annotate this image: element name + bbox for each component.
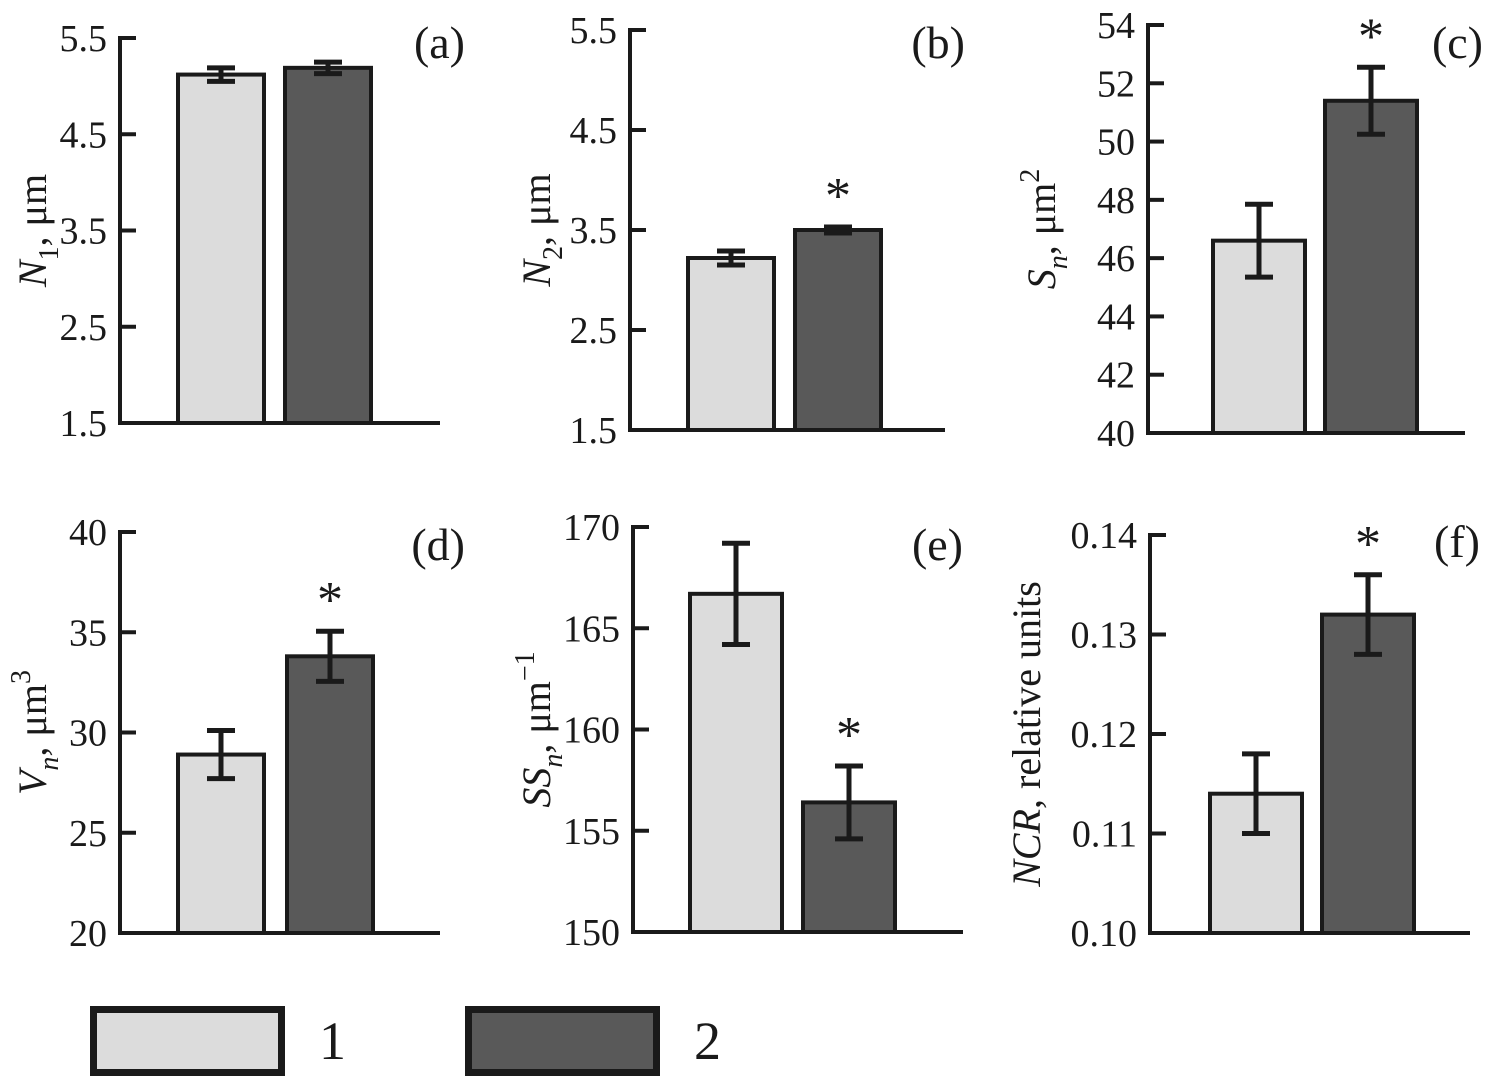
significance-asterisk: * xyxy=(825,168,851,225)
bar-chart-panel-a: 1.5 2.5 3.5 4.5 5.5 (a) N1, μm xyxy=(10,17,465,445)
svg-text:20: 20 xyxy=(69,913,107,955)
svg-text:3.5: 3.5 xyxy=(570,210,618,252)
panel-letter: (b) xyxy=(911,17,965,68)
svg-text:35: 35 xyxy=(69,612,107,654)
svg-text:5.5: 5.5 xyxy=(60,18,108,60)
legend-swatch-group1 xyxy=(90,1006,285,1076)
svg-text:160: 160 xyxy=(563,710,620,752)
svg-text:150: 150 xyxy=(563,912,620,954)
svg-text:0.13: 0.13 xyxy=(1071,615,1138,657)
significance-asterisk: * xyxy=(317,572,343,629)
y-axis-label: N2, μm xyxy=(514,173,569,287)
svg-text:42: 42 xyxy=(1097,355,1135,397)
svg-text:3.5: 3.5 xyxy=(60,211,108,253)
svg-text:0.11: 0.11 xyxy=(1072,814,1137,856)
significance-asterisk: * xyxy=(1355,516,1381,573)
bar-chart-panel-f: 0.10 0.11 0.12 0.13 0.14 * (f) NCR, relative un… xyxy=(1004,515,1480,955)
legend-label-group2: 2 xyxy=(694,1011,721,1071)
svg-text:1.5: 1.5 xyxy=(60,403,108,445)
significance-asterisk: * xyxy=(836,707,862,764)
panel-b: 1.5 2.5 3.5 4.5 5.5 * (b) N2, μm xyxy=(500,0,1000,460)
panel-letter: (c) xyxy=(1432,17,1483,68)
svg-text:4.5: 4.5 xyxy=(60,114,108,156)
panel-letter: (a) xyxy=(414,17,465,68)
svg-text:5.5: 5.5 xyxy=(570,10,618,52)
panel-letter: (d) xyxy=(411,519,465,570)
svg-text:155: 155 xyxy=(563,811,620,853)
panel-letter: (f) xyxy=(1434,516,1480,567)
panel-c: 40 42 44 46 48 50 52 54 * (c) Sn, μm2 xyxy=(1000,0,1487,460)
panel-d: 20 25 30 35 40 * (d) Vn, μm3 xyxy=(0,460,500,960)
y-axis-label: NCR, relative units xyxy=(1004,581,1049,888)
legend-label-group1: 1 xyxy=(319,1011,346,1071)
bar-chart-panel-d: 20 25 30 35 40 * (d) Vn, μm3 xyxy=(6,512,465,955)
svg-text:48: 48 xyxy=(1097,180,1135,222)
legend-entry-group1: 1 xyxy=(90,1006,346,1076)
svg-text:170: 170 xyxy=(563,507,620,549)
bar-chart-panel-b: 1.5 2.5 3.5 4.5 5.5 * (b) N2, μm xyxy=(514,10,965,452)
legend-swatch-group2 xyxy=(465,1006,660,1076)
svg-text:50: 50 xyxy=(1097,122,1135,164)
panel-letter: (e) xyxy=(912,519,963,570)
svg-text:2.5: 2.5 xyxy=(570,310,618,352)
y-axis-label: N1, μm xyxy=(10,174,65,288)
legend-entry-group2: 2 xyxy=(465,1006,721,1076)
svg-text:0.14: 0.14 xyxy=(1071,515,1138,557)
significance-asterisk: * xyxy=(1358,8,1384,65)
panel-e: 150 155 160 165 170 * (e) SSn, μm−1 xyxy=(500,460,1000,960)
bar-chart-panel-c: 40 42 44 46 48 50 52 54 * (c) Sn, μm2 xyxy=(1015,5,1483,455)
svg-text:2.5: 2.5 xyxy=(60,307,108,349)
svg-text:52: 52 xyxy=(1097,63,1135,105)
svg-text:40: 40 xyxy=(69,512,107,554)
svg-text:0.12: 0.12 xyxy=(1071,714,1138,756)
panel-f: 0.10 0.11 0.12 0.13 0.14 * (f) NCR, relative un… xyxy=(1000,460,1487,960)
svg-text:30: 30 xyxy=(69,713,107,755)
svg-text:25: 25 xyxy=(69,813,107,855)
svg-text:0.10: 0.10 xyxy=(1071,913,1138,955)
y-axis-label: SSn, μm−1 xyxy=(510,651,569,807)
y-axis-label: Sn, μm2 xyxy=(1015,169,1074,290)
svg-text:4.5: 4.5 xyxy=(570,110,618,152)
svg-text:46: 46 xyxy=(1097,238,1135,280)
bar-chart-panel-e: 150 155 160 165 170 * (e) SSn, μm−1 xyxy=(510,507,963,954)
legend: 1 2 xyxy=(0,1000,1487,1078)
y-axis-label: Vn, μm3 xyxy=(6,670,65,795)
svg-text:1.5: 1.5 xyxy=(570,410,618,452)
svg-text:54: 54 xyxy=(1097,5,1135,47)
svg-text:44: 44 xyxy=(1097,296,1135,338)
svg-text:40: 40 xyxy=(1097,413,1135,455)
panel-a: 1.5 2.5 3.5 4.5 5.5 (a) N1, μm xyxy=(0,0,500,460)
svg-text:165: 165 xyxy=(563,608,620,650)
